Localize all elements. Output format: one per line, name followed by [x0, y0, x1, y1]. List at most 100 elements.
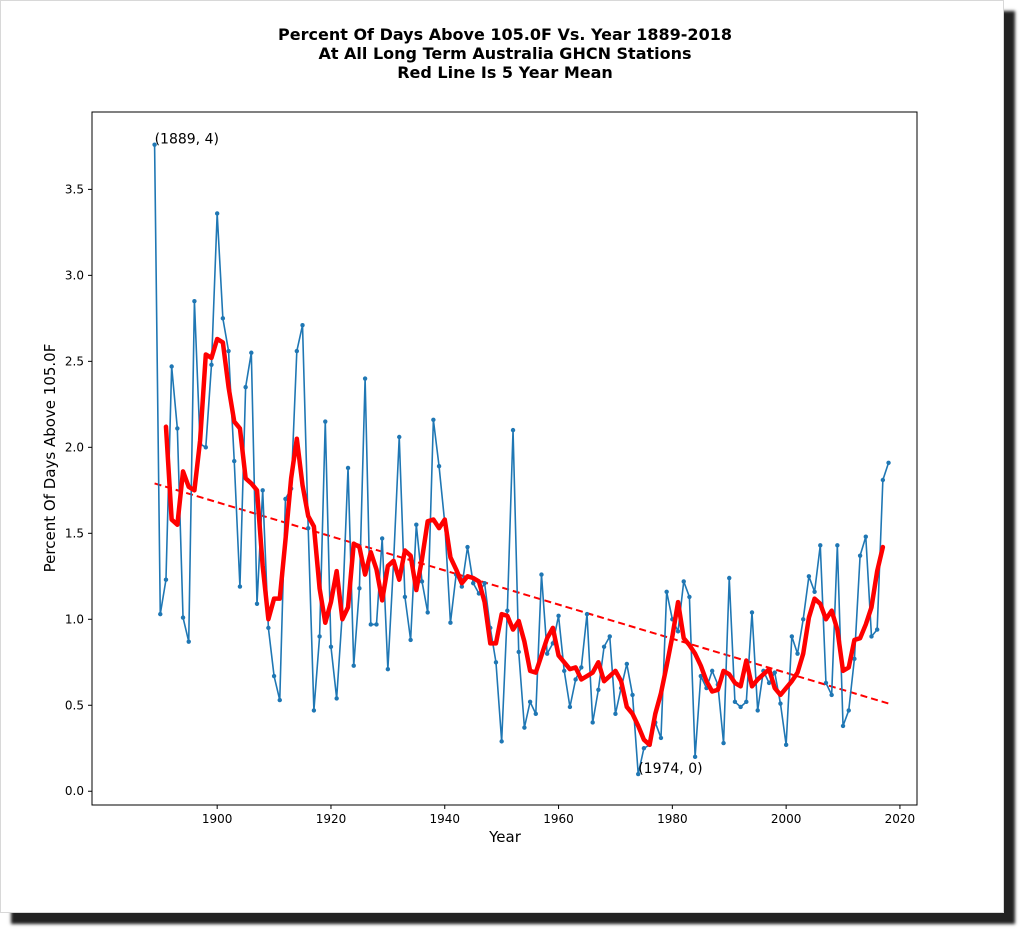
annual-data-point	[260, 488, 265, 493]
annual-data-point	[681, 579, 686, 584]
annual-data-point	[630, 692, 635, 698]
annual-data-point	[362, 376, 368, 381]
annual-data-point	[243, 384, 248, 390]
y-axis-label: Percent Of Days Above 105.0F	[41, 344, 59, 573]
y-tick-label: 3.0	[65, 268, 84, 282]
annual-data-point	[749, 610, 755, 615]
annual-data-point	[755, 708, 760, 713]
annual-data-point	[562, 668, 567, 674]
annual-data-point	[186, 639, 191, 644]
annual-data-point	[192, 298, 197, 304]
y-tick-label: 3.5	[65, 182, 84, 196]
annual-data-point	[237, 584, 243, 589]
annual-data-point	[374, 622, 379, 627]
annual-data-point	[823, 680, 829, 686]
annual-data-point	[345, 465, 351, 471]
annual-data-point	[317, 634, 322, 639]
annual-data-point	[402, 594, 408, 600]
plot-marks: (1889, 4) (1974, 0)	[152, 132, 891, 777]
x-tick-label: 1980	[657, 812, 688, 826]
annual-data-point	[869, 634, 874, 639]
annual-data-point	[254, 601, 260, 607]
annual-data-point	[351, 663, 356, 668]
annual-data-point	[397, 434, 402, 440]
x-tick-label: 2000	[771, 812, 802, 826]
annual-data-point	[163, 577, 169, 582]
chart-title-line-1: Percent Of Days Above 105.0F Vs. Year 18…	[278, 25, 732, 44]
annual-data-point	[795, 651, 800, 656]
annual-data-point	[431, 417, 436, 423]
annotation-label: (1889, 4)	[155, 132, 219, 148]
annotation-label: (1974, 0)	[638, 761, 702, 777]
annual-data-point	[328, 644, 334, 649]
annual-data-point	[232, 458, 237, 464]
annual-data-point	[266, 625, 271, 631]
annual-data-point	[357, 586, 362, 591]
annual-data-point	[766, 680, 772, 686]
annual-data-point	[641, 746, 647, 751]
annual-data-point	[311, 708, 317, 713]
five-year-mean-line	[163, 336, 886, 748]
annual-data-point	[687, 594, 692, 600]
y-tick-label: 0.5	[65, 698, 84, 712]
annual-data-point	[306, 525, 311, 531]
annual-data-point	[169, 364, 174, 369]
annual-data-point	[493, 660, 499, 665]
annual-data-point	[448, 620, 453, 625]
annual-data-point	[510, 427, 516, 433]
annual-data-point	[636, 771, 641, 777]
annual-data-point	[323, 419, 328, 424]
annual-data-point	[874, 627, 880, 632]
annual-data-point	[271, 673, 277, 679]
annual-data-point	[419, 579, 425, 584]
y-tick-label: 1.0	[65, 612, 84, 626]
annual-data-point	[527, 699, 533, 705]
annual-data-point	[505, 608, 510, 613]
annual-data-point	[368, 622, 373, 627]
annual-data-point	[709, 668, 715, 674]
x-tick-label: 2020	[885, 812, 916, 826]
x-tick-label: 1940	[429, 812, 460, 826]
annual-data-point	[783, 742, 789, 748]
y-tick-label: 0.0	[65, 784, 84, 798]
annual-data-point	[471, 580, 476, 586]
annual-data-point	[556, 613, 561, 619]
annual-data-point	[414, 522, 419, 527]
annual-data-point	[863, 534, 868, 539]
x-tick-label: 1920	[316, 812, 347, 826]
annual-data-point	[692, 754, 698, 760]
annual-data-point	[886, 460, 891, 465]
annual-data-point	[738, 704, 743, 710]
annual-data-point	[499, 739, 504, 744]
annual-data-point	[664, 589, 669, 594]
annual-data-point	[482, 580, 487, 586]
annual-data-point	[840, 723, 846, 729]
annual-data-point	[829, 692, 834, 698]
annual-data-point	[852, 656, 857, 662]
annual-data-point	[744, 699, 749, 705]
annual-data-point	[732, 699, 738, 705]
y-tick-label: 2.5	[65, 354, 84, 368]
annual-data-point	[220, 316, 226, 321]
annual-data-point	[818, 543, 823, 548]
annual-data-point	[459, 584, 465, 589]
plot-area	[91, 111, 918, 806]
annual-data-point	[801, 617, 806, 622]
annual-data-point	[294, 348, 300, 354]
annual-data-point	[772, 670, 777, 675]
annual-data-point	[203, 445, 208, 450]
annual-data-point	[590, 720, 595, 725]
x-tick-label: 1960	[543, 812, 574, 826]
annual-data-point	[567, 704, 573, 710]
annual-data-point	[584, 611, 590, 617]
annual-data-point	[522, 725, 527, 730]
annual-data-point	[613, 711, 618, 717]
annual-data-point	[789, 634, 795, 639]
annual-data-point	[846, 708, 851, 713]
annual-data-point	[573, 677, 578, 682]
annual-data-point	[249, 350, 254, 355]
chart-title: Percent Of Days Above 105.0F Vs. Year 18…	[278, 25, 732, 82]
y-tick-label: 2.0	[65, 440, 84, 454]
annual-data-point	[425, 610, 430, 615]
